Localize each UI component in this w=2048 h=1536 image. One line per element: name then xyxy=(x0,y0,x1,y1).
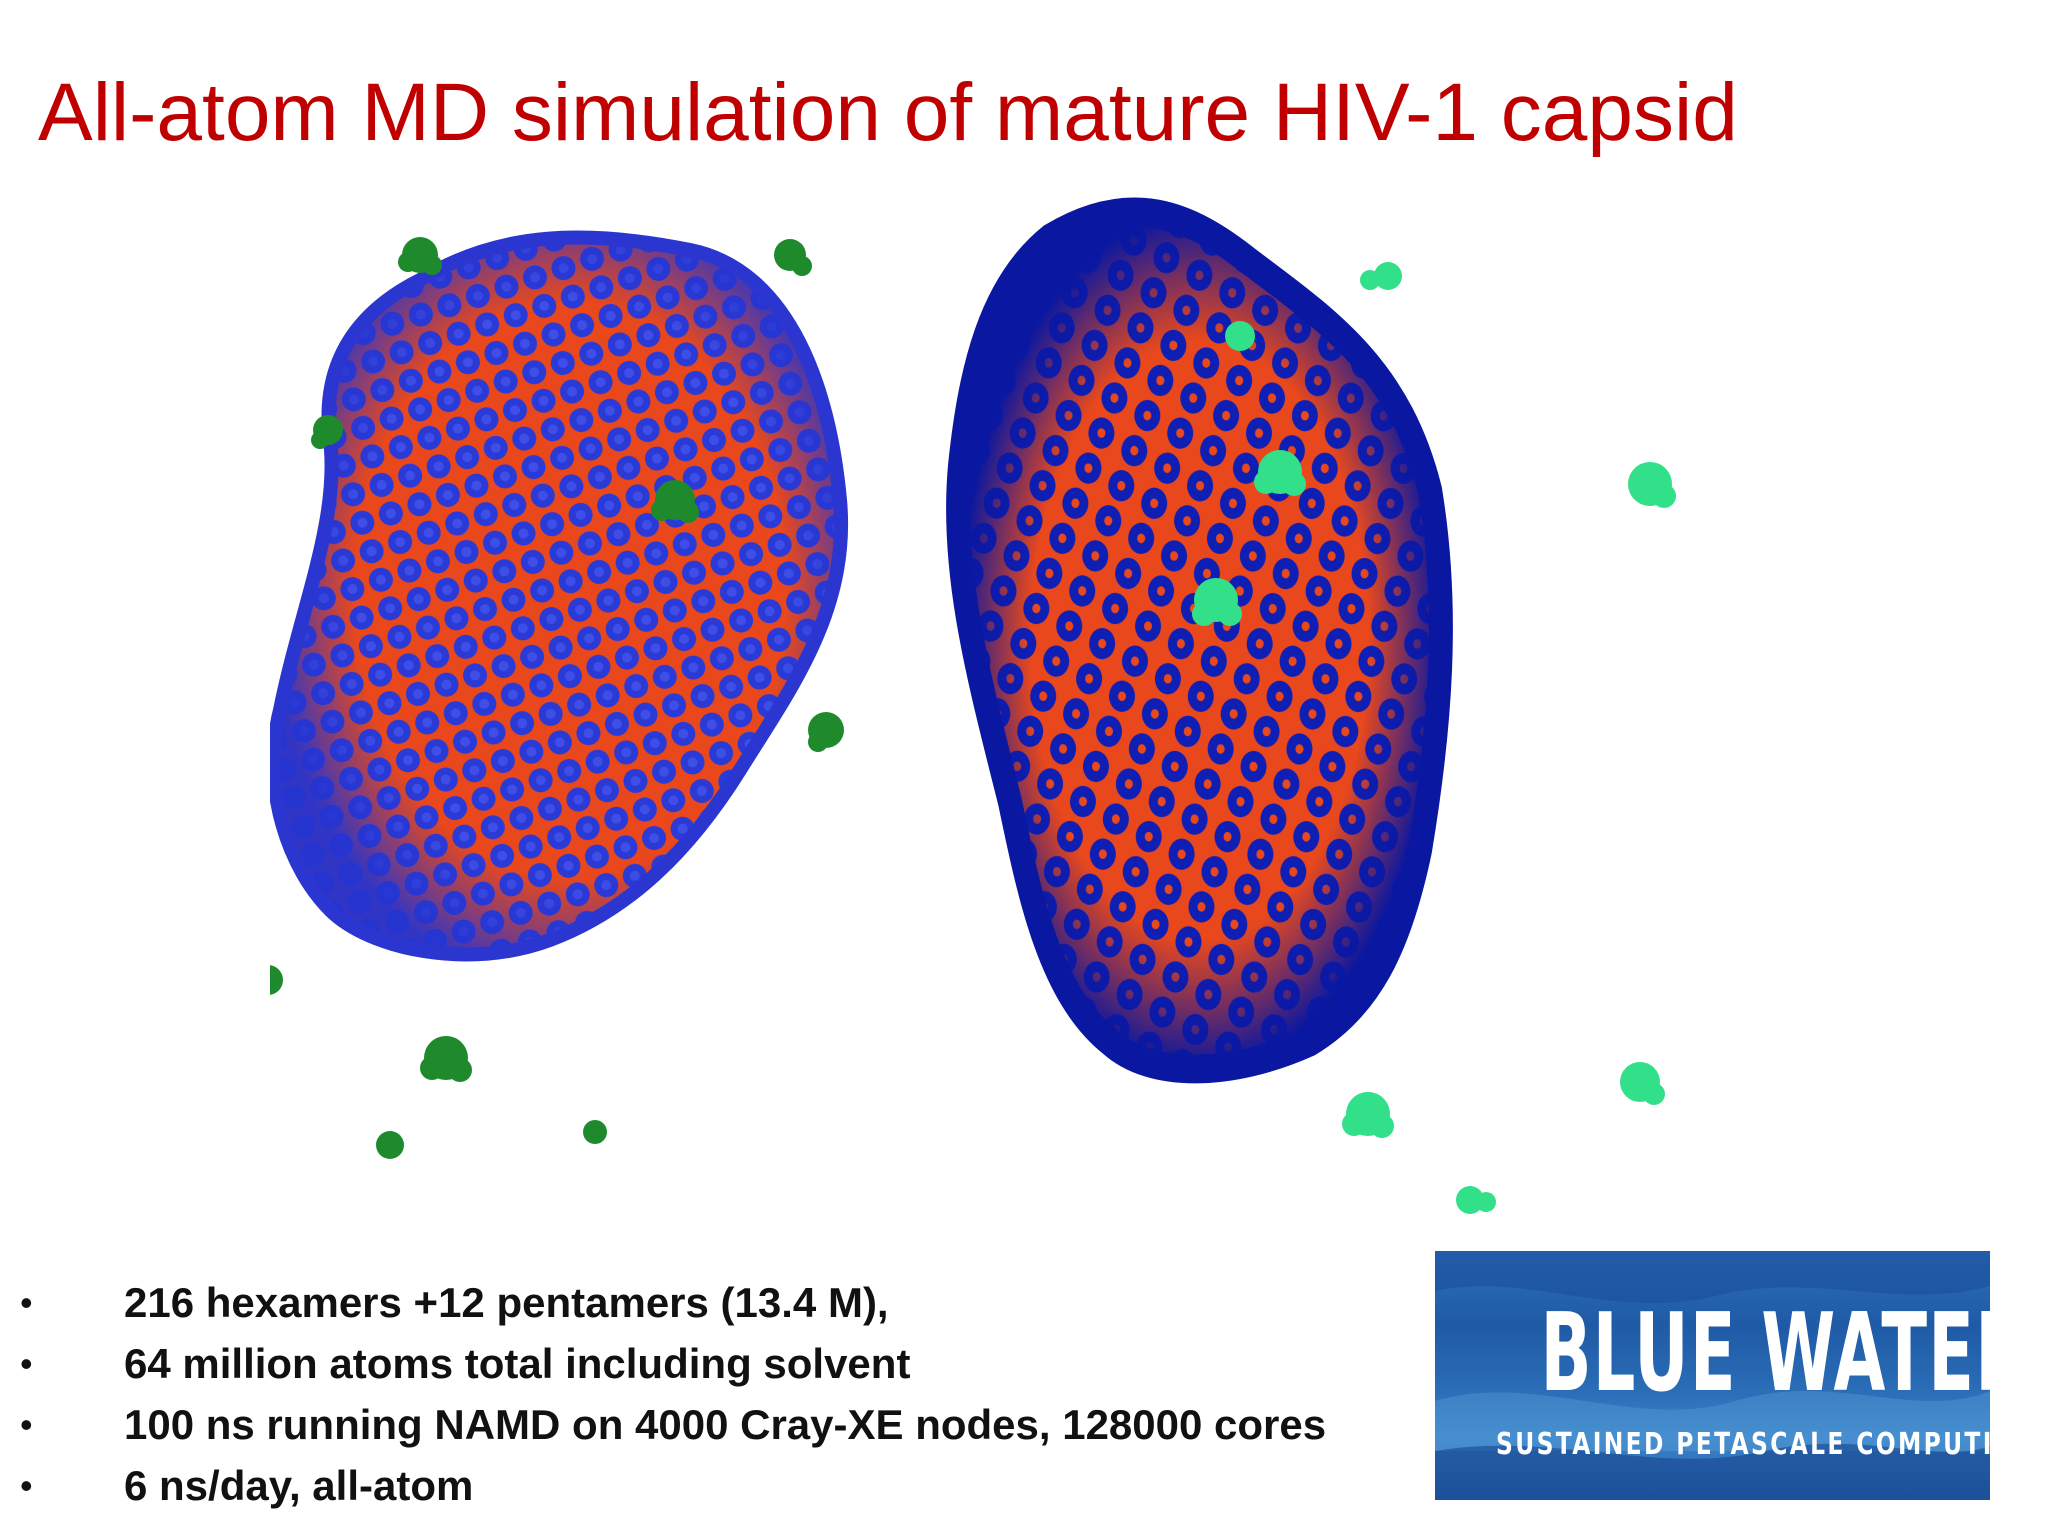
bullet-marker: • xyxy=(20,1404,33,1445)
bullet-marker: • xyxy=(20,1282,33,1323)
capsid-left xyxy=(270,230,849,1159)
wave-background xyxy=(1435,1251,1990,1500)
bullet-marker: • xyxy=(20,1465,33,1506)
capsid-right xyxy=(946,197,1676,1214)
bullet-item: • 100 ns running NAMD on 4000 Cray-XE no… xyxy=(0,1394,1420,1455)
bullet-text: 64 million atoms total including solvent xyxy=(124,1340,911,1387)
bullet-text: 6 ns/day, all-atom xyxy=(124,1462,474,1509)
blue-waters-logo: BLUE WATERS SUSTAINED PETASCALE COMPUTIN… xyxy=(1435,1251,1990,1500)
logo-tagline: SUSTAINED PETASCALE COMPUTING xyxy=(1496,1427,1990,1462)
slide-title: All-atom MD simulation of mature HIV-1 c… xyxy=(38,67,1738,158)
bullet-text: 100 ns running NAMD on 4000 Cray-XE node… xyxy=(124,1401,1327,1448)
bullet-item: • 64 million atoms total including solve… xyxy=(0,1333,1420,1394)
bullet-marker: • xyxy=(20,1343,33,1384)
bullet-item: • 216 hexamers +12 pentamers (13.4 M), xyxy=(0,1272,1420,1333)
bullet-item: • 6 ns/day, all-atom xyxy=(0,1455,1420,1516)
capsid-svg xyxy=(270,197,1676,1214)
bullet-text: 216 hexamers +12 pentamers (13.4 M), xyxy=(124,1279,889,1326)
bullet-list: • 216 hexamers +12 pentamers (13.4 M), •… xyxy=(0,1272,1420,1516)
capsid-renderings xyxy=(270,190,2048,1250)
logo-title: BLUE WATERS xyxy=(1540,1291,1990,1416)
